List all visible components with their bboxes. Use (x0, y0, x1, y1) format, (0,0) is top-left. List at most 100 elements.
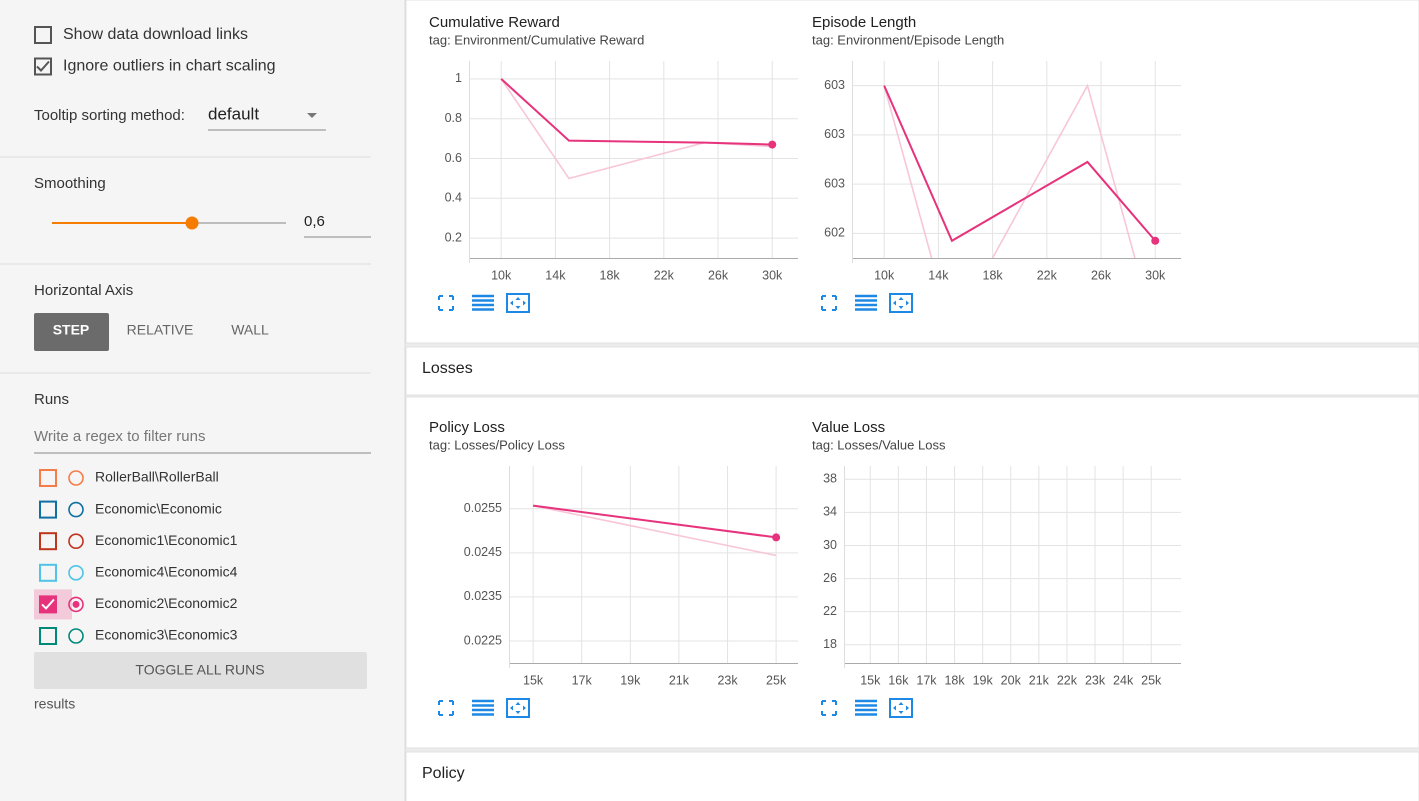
x-tick-label: 20k (1001, 673, 1022, 687)
x-tick-label: 26k (1091, 268, 1112, 282)
fit-icon[interactable] (889, 698, 913, 718)
run-radio[interactable] (68, 470, 84, 486)
run-label[interactable]: RollerBall\RollerBall (95, 469, 219, 485)
section-title[interactable]: Losses (422, 360, 473, 377)
y-tick-label: 18 (823, 637, 837, 651)
checkbox[interactable] (39, 595, 57, 614)
axis-button[interactable] (34, 313, 109, 351)
y-tick-label: 0.0225 (464, 633, 502, 647)
checkbox[interactable] (34, 26, 52, 44)
x-tick-label: 18k (944, 673, 965, 687)
run-label[interactable]: Economic4\Economic4 (95, 564, 238, 580)
run-radio[interactable] (68, 533, 84, 550)
toggle-all-label[interactable]: TOGGLE ALL RUNS (135, 662, 264, 678)
series-line (532, 504, 777, 557)
run-radio[interactable] (68, 628, 84, 644)
section-header[interactable] (405, 751, 1419, 801)
end-point (772, 533, 781, 542)
slider-thumb[interactable] (185, 216, 199, 230)
run-radio[interactable] (68, 596, 84, 613)
chart-title: Cumulative Reward (429, 14, 560, 31)
x-tick-label: 30k (762, 268, 783, 282)
run-label[interactable]: Economic\Economic (95, 500, 222, 516)
option-label[interactable]: Ignore outliers in chart scaling (63, 58, 276, 75)
horizontal-axis-label: Horizontal Axis (34, 282, 133, 299)
y-tick-label: 34 (823, 505, 837, 519)
checkbox[interactable] (39, 563, 57, 582)
checkbox[interactable] (39, 469, 57, 487)
checkbox[interactable] (39, 627, 57, 645)
checkbox[interactable] (39, 500, 57, 519)
axis-button-label[interactable]: STEP (53, 322, 90, 338)
tooltip-sort-value[interactable]: default (208, 104, 259, 123)
section-title[interactable]: Policy (422, 765, 465, 782)
results-label: results (34, 696, 75, 712)
fit-icon[interactable] (889, 293, 913, 313)
y-tick-label: 602 (824, 226, 845, 240)
check-mark[interactable] (36, 60, 50, 72)
y-tick-label: 0.4 (445, 191, 462, 205)
data-icon[interactable] (855, 699, 877, 716)
y-tick-label: 0.6 (445, 151, 462, 165)
y-tick-label: 30 (823, 538, 837, 552)
section-card (405, 396, 1419, 749)
checkbox[interactable] (34, 57, 52, 76)
section-card (405, 0, 1419, 344)
run-radio[interactable] (68, 564, 84, 581)
x-tick-label: 26k (708, 268, 729, 282)
x-tick-label: 17k (916, 673, 937, 687)
data-icon[interactable] (472, 699, 494, 716)
smoothing-value[interactable]: 0,6 (304, 213, 325, 230)
fit-icon[interactable] (506, 698, 530, 718)
fullscreen-icon[interactable] (438, 295, 454, 311)
chart-tag: tag: Losses/Value Loss (812, 437, 946, 452)
fit-icon-arrows[interactable] (893, 297, 909, 309)
sidebar: Tooltip sorting method: default Smoothin… (0, 0, 406, 801)
option-label[interactable]: Show data download links (63, 26, 248, 43)
x-tick-label: 19k (620, 673, 641, 687)
fullscreen-icon[interactable] (821, 295, 837, 311)
chart-tag: tag: Environment/Cumulative Reward (429, 32, 644, 47)
y-tick-label: 603 (824, 127, 845, 141)
x-tick-label: 22k (654, 268, 675, 282)
chart-tag: tag: Environment/Episode Length (812, 32, 1004, 47)
data-icon[interactable] (472, 294, 494, 311)
x-tick-label: 18k (600, 268, 621, 282)
chart-title: Value Loss (812, 419, 885, 436)
fit-icon[interactable] (506, 293, 530, 313)
section-header[interactable] (405, 346, 1419, 396)
run-label[interactable]: Economic3\Economic3 (95, 627, 238, 643)
axis-button-label[interactable]: RELATIVE (127, 322, 194, 338)
fit-icon-arrows[interactable] (510, 702, 526, 714)
x-tick-label: 23k (1085, 673, 1106, 687)
x-tick-label: 15k (523, 673, 544, 687)
x-tick-label: 17k (572, 673, 593, 687)
y-tick-label: 0.8 (445, 111, 462, 125)
fullscreen-icon[interactable] (821, 700, 837, 716)
fit-icon-arrows[interactable] (510, 297, 526, 309)
filter-placeholder[interactable]: Write a regex to filter runs (34, 428, 205, 445)
y-tick-label: 0.2 (445, 230, 462, 244)
series-line (883, 85, 1157, 243)
fullscreen-icon[interactable] (438, 700, 454, 716)
y-tick-label: 603 (824, 78, 845, 92)
data-icon[interactable] (855, 294, 877, 311)
dropdown-arrow[interactable] (307, 113, 317, 118)
checkbox[interactable] (39, 532, 57, 551)
axis-button-label[interactable]: WALL (231, 322, 269, 338)
x-tick-label: 16k (888, 673, 909, 687)
x-tick-label: 23k (717, 673, 738, 687)
series-line (883, 83, 1136, 258)
fit-icon-arrows[interactable] (893, 702, 909, 714)
x-tick-label: 18k (983, 268, 1004, 282)
run-label[interactable]: Economic2\Economic2 (95, 595, 238, 611)
check-mark[interactable] (41, 598, 55, 610)
x-tick-label: 22k (1057, 673, 1078, 687)
run-label[interactable]: Economic1\Economic1 (95, 532, 238, 548)
run-radio-dot[interactable] (72, 600, 80, 608)
run-radio[interactable] (68, 501, 84, 518)
toggle-all-button[interactable] (34, 652, 367, 689)
x-tick-label: 15k (860, 673, 881, 687)
